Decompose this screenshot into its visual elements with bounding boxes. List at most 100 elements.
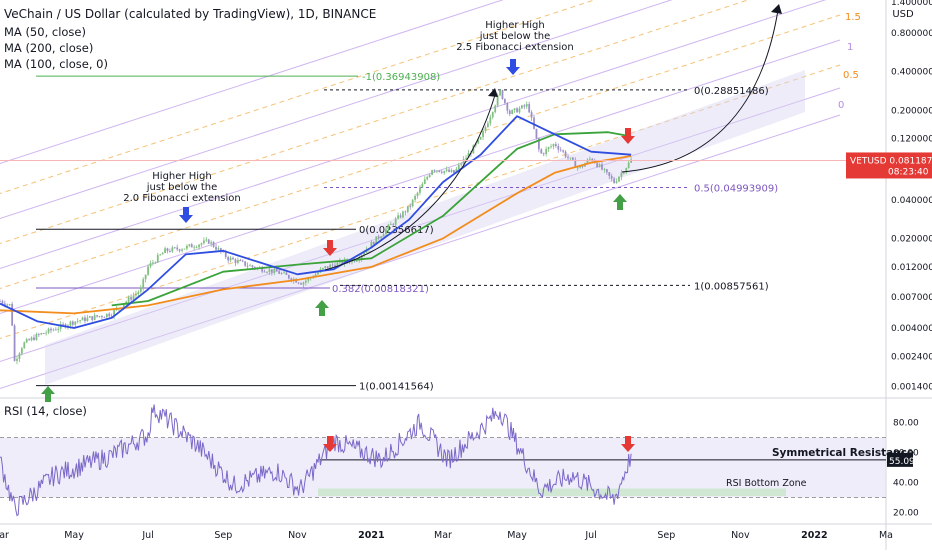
price-candle (591, 158, 594, 161)
price-candle (40, 333, 43, 335)
price-candle (219, 248, 222, 252)
rsi-signal-arrow-down (621, 436, 635, 452)
price-candle (421, 183, 424, 188)
price-candle (11, 304, 14, 326)
price-candle (246, 265, 249, 267)
price-candle (30, 337, 33, 341)
price-candle (567, 156, 569, 158)
price-candle (227, 257, 230, 261)
price-candle (203, 240, 205, 244)
price-candle (108, 313, 111, 317)
price-candle (166, 248, 169, 252)
fib-channel-line (0, 0, 504, 165)
price-candle (127, 297, 130, 302)
signal-arrow-down (323, 240, 337, 256)
price-candle (557, 145, 560, 150)
indicator-label-ma100[interactable]: MA (100, close, 0) (4, 57, 108, 71)
price-candle (397, 215, 399, 219)
price-candle (304, 280, 307, 283)
ma100-line (111, 131, 632, 307)
price-candle (37, 334, 40, 335)
time-axis-tick: 2021 (358, 530, 384, 541)
price-candle (154, 262, 157, 264)
price-candle (147, 266, 149, 275)
annotation-arrow-down (179, 207, 193, 223)
fib-channel-line (0, 0, 827, 270)
price-candle (423, 179, 426, 184)
price-candle (392, 223, 395, 225)
price-candle (445, 169, 448, 171)
price-candle (210, 242, 213, 244)
price-candle (307, 277, 310, 281)
price-candle (28, 339, 31, 341)
rsi-title[interactable]: RSI (14, close) (4, 404, 87, 418)
price-candle (550, 146, 552, 148)
fib-level-label: 1(0.00857561) (694, 281, 769, 292)
ma50-line (0, 115, 632, 329)
price-candle (513, 108, 516, 111)
price-axis-tick: 0.00140000 (891, 382, 932, 392)
price-axis-tick: 1.40000000 (891, 0, 932, 8)
signal-arrow-up (41, 386, 55, 402)
price-candle (144, 274, 147, 280)
current-price-tag[interactable] (846, 152, 932, 179)
price-candle (491, 112, 494, 118)
price-candle (564, 151, 567, 157)
price-candle (105, 313, 108, 318)
price-axis-tick: 0.80000000 (891, 29, 932, 39)
price-candle (433, 170, 436, 172)
annotation-text: Higher High just below the 2.5 Fibonacci e… (456, 20, 574, 53)
price-candle (50, 328, 52, 331)
fib-channel-line (0, 0, 673, 220)
rsi-signal-arrow-down (323, 436, 337, 452)
price-candle (47, 328, 50, 333)
price-candle (581, 166, 584, 168)
price-candle (1, 301, 4, 304)
price-candle (542, 153, 545, 155)
rsi-axis-tick: 80.00 (893, 419, 919, 429)
price-candle (530, 112, 533, 118)
annotation-line: 2.0 Fibonacci extension (123, 193, 241, 204)
price-axis-tick: 0.00240000 (891, 352, 932, 362)
indicator-label-ma50[interactable]: MA (50, close) (4, 25, 86, 39)
price-candle (409, 206, 412, 207)
price-candle (554, 144, 557, 146)
price-candle (222, 251, 225, 253)
price-candle (494, 105, 497, 113)
price-candle (190, 244, 193, 248)
indicator-label-ma200[interactable]: MA (200, close) (4, 41, 93, 55)
price-candle (467, 153, 470, 158)
fib-level-label: -1(0.36943908) (362, 72, 440, 83)
price-candle (380, 236, 383, 239)
price-candle (84, 317, 86, 322)
price-candle (394, 218, 397, 225)
price-candle (440, 171, 443, 173)
fib-channel-line (0, 114, 841, 390)
rsi-value-tag[interactable] (887, 452, 913, 467)
fib-channel-line (0, 87, 841, 363)
price-candle (200, 243, 203, 245)
annotation-line: Higher High (152, 171, 211, 182)
price-candle (122, 304, 125, 308)
price-candle (562, 150, 565, 152)
price-candle (627, 162, 630, 169)
price-candle (253, 267, 256, 269)
projection-arrowhead (488, 88, 498, 97)
fib-level-label: 0(0.28851486) (694, 86, 769, 97)
projection-arrowhead (771, 4, 782, 14)
price-axis-tick: 0.00400000 (891, 324, 932, 334)
price-candle (428, 174, 431, 178)
price-candle (625, 168, 628, 173)
signal-arrow-up (613, 194, 627, 210)
price-candle (239, 260, 242, 262)
price-candle (455, 168, 458, 173)
chart-title: VeChain / US Dollar (calculated by Tradi… (4, 7, 376, 21)
price-candle (608, 172, 611, 177)
time-axis-tick: May (64, 530, 84, 541)
price-candle (169, 251, 171, 252)
price-candle (528, 104, 531, 113)
price-candle (287, 274, 290, 279)
price-axis-tick: 0.01200000 (891, 263, 932, 273)
price-candle (324, 266, 327, 269)
price-candle (598, 164, 601, 167)
